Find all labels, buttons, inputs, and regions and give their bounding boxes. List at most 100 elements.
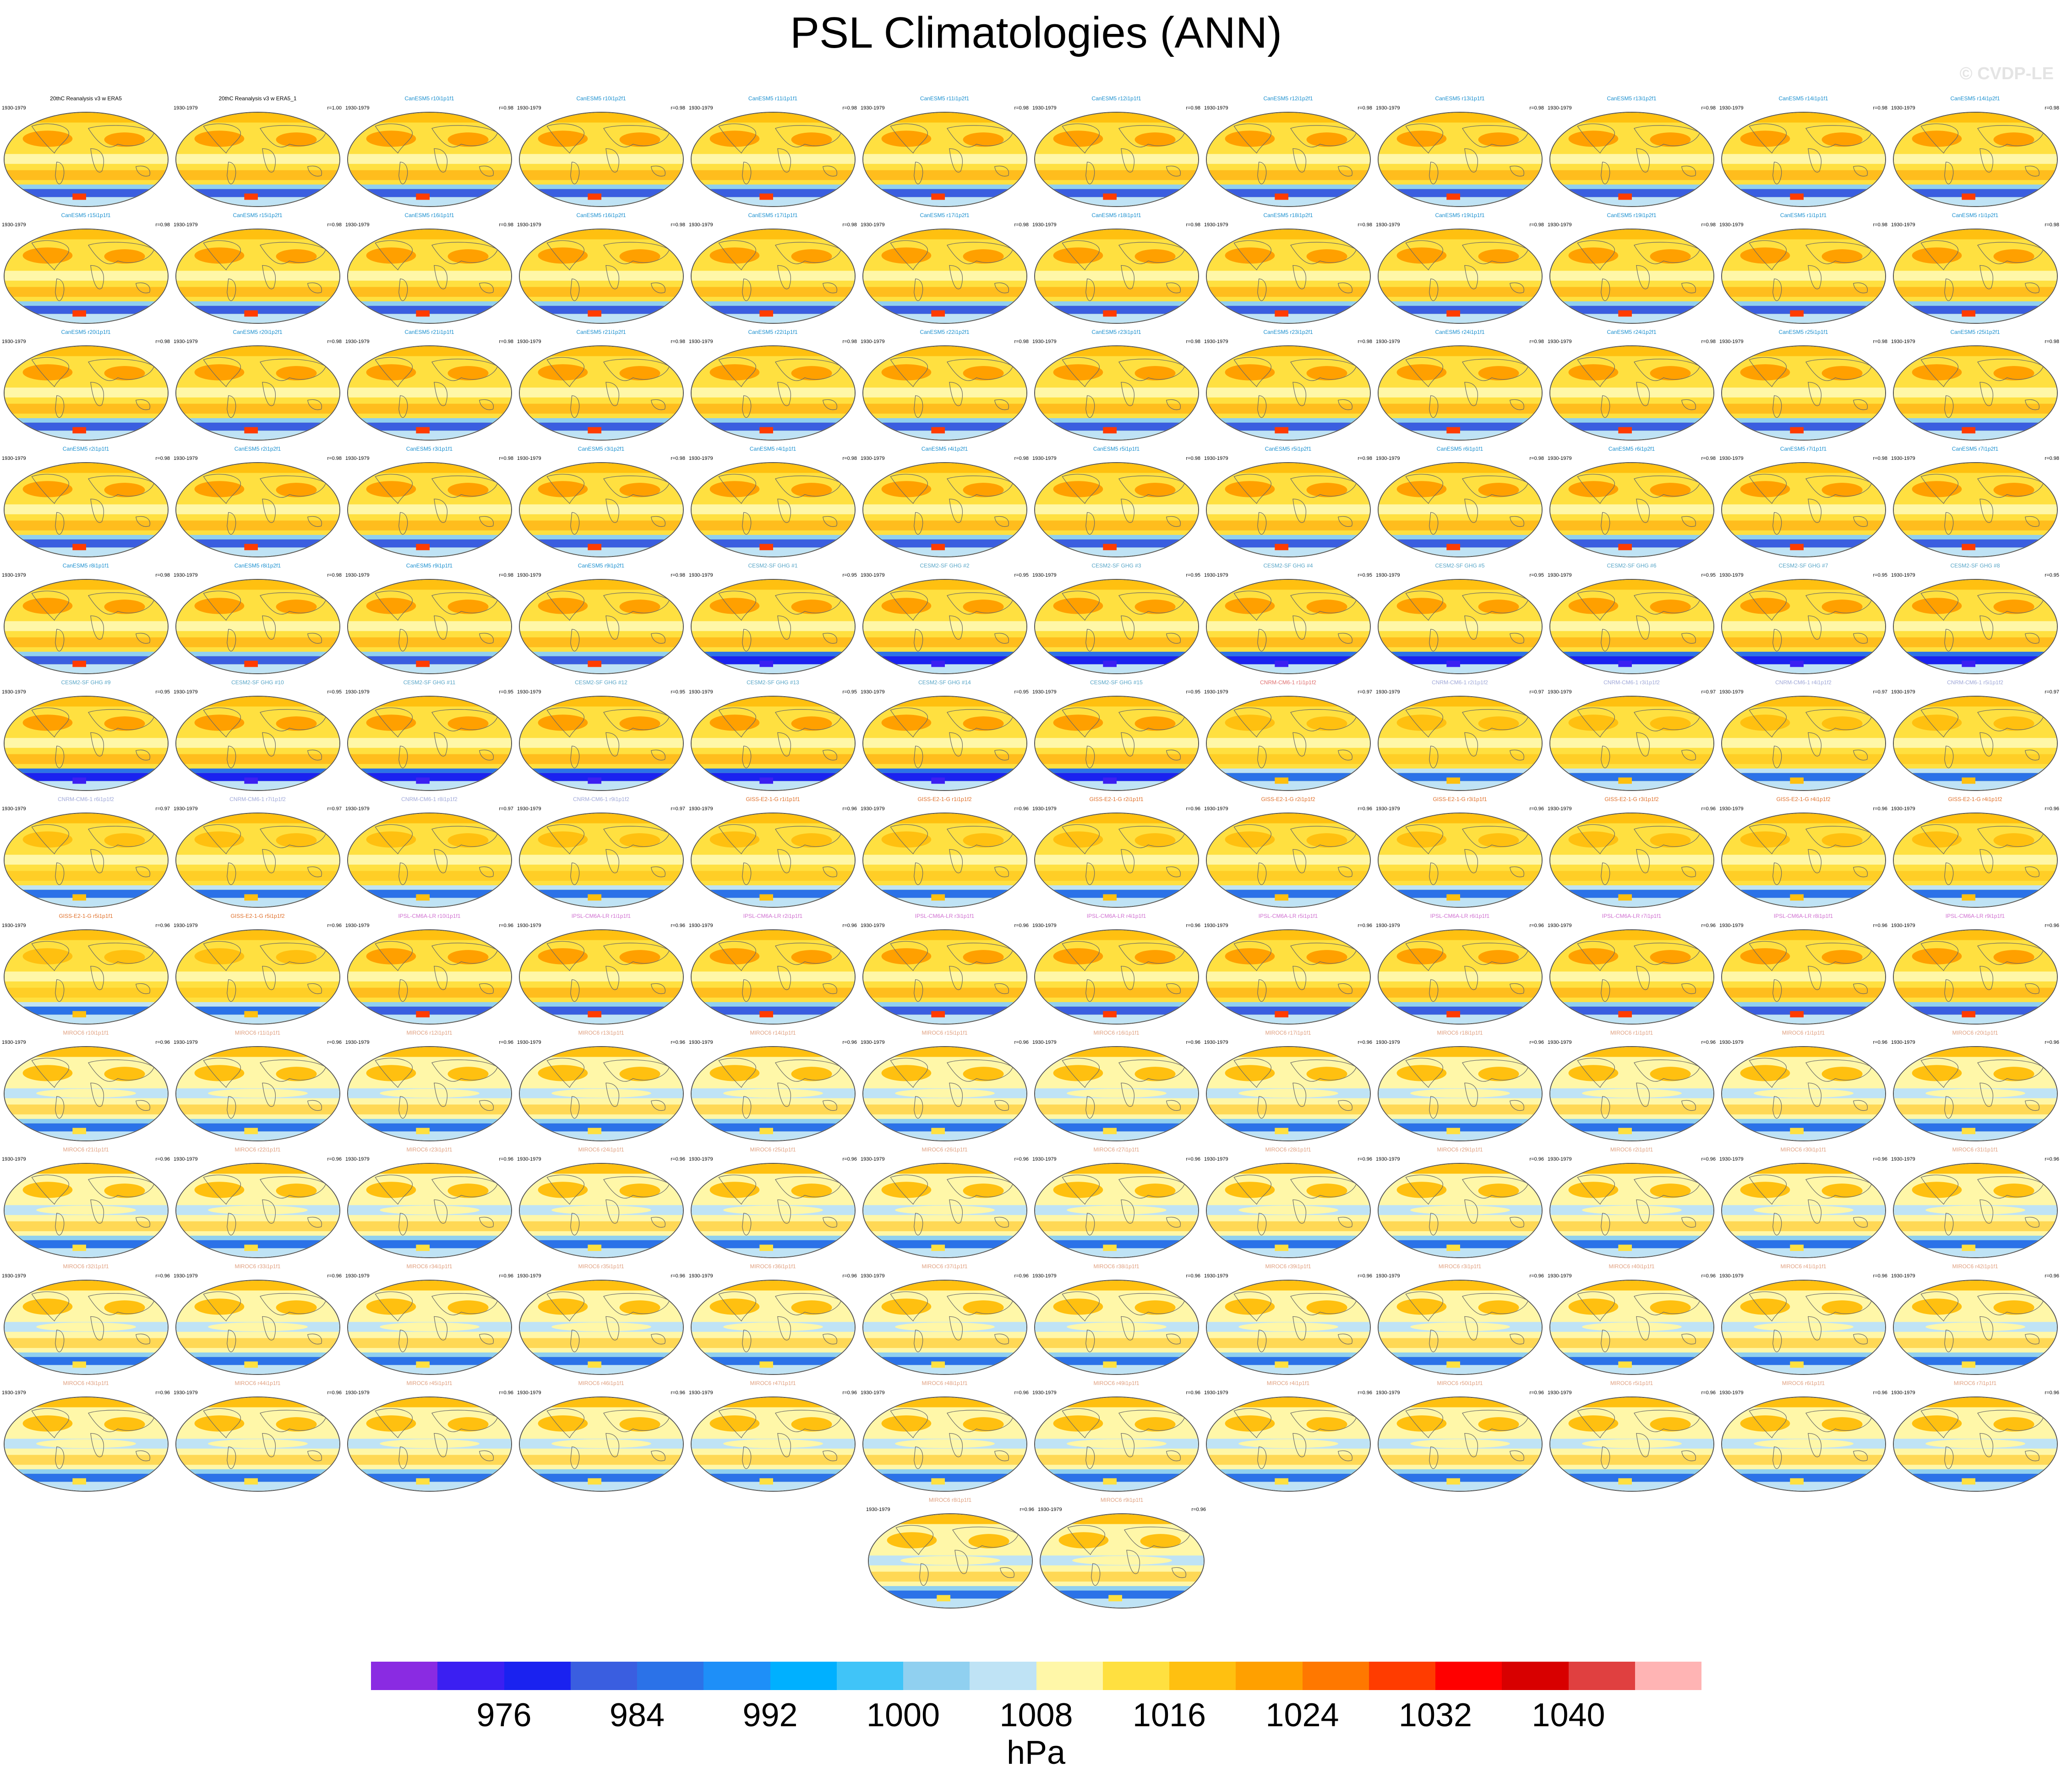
psl-map	[1894, 1397, 2057, 1491]
panel-correlation: r=0.98	[671, 456, 686, 461]
panel-period: 1930-1979	[1032, 923, 1057, 928]
panel-header: CanESM5 r23i1p1f1 1930-1979 r=0.98	[1031, 325, 1202, 344]
panel-period: 1930-1979	[1891, 806, 1915, 812]
panel-title: CESM2-SF GHG #15	[1090, 679, 1143, 686]
panel-period: 1930-1979	[861, 1040, 885, 1045]
panel-title: IPSL-CM6A-LR r5i1p1f1	[1258, 913, 1318, 919]
panel-correlation: r=0.95	[1014, 573, 1029, 578]
map-panel: CESM2-SF GHG #2 1930-1979 r=0.95	[859, 559, 1031, 676]
panel-title: MIROC6 r1i1p1f1	[1782, 1030, 1825, 1036]
map-panel: CESM2-SF GHG #11 1930-1979 r=0.95	[344, 676, 515, 793]
psl-map	[176, 930, 339, 1024]
panel-title: MIROC6 r6i1p1f1	[1782, 1380, 1825, 1386]
panel-period: 1930-1979	[689, 1273, 713, 1279]
psl-map	[1379, 463, 1542, 556]
psl-map	[520, 1397, 683, 1491]
panel-map	[347, 813, 512, 908]
psl-map	[1722, 697, 1885, 790]
panel-map	[4, 345, 169, 441]
panel-title: MIROC6 r24i1p1f1	[578, 1146, 624, 1153]
panel-map	[4, 229, 169, 324]
panel-correlation: r=0.96	[1186, 806, 1201, 812]
panel-correlation: r=0.96	[1358, 1040, 1373, 1045]
panel-period: 1930-1979	[861, 1156, 885, 1162]
panel-period: 1930-1979	[1204, 339, 1228, 344]
panel-period: 1930-1979	[517, 1040, 541, 1045]
psl-map	[692, 113, 855, 206]
colorbar-tick-label: 1024	[1265, 1697, 1339, 1734]
psl-map	[1207, 1164, 1370, 1257]
colorbar-box	[1102, 1662, 1169, 1690]
psl-map	[1894, 813, 2057, 907]
panel-period: 1930-1979	[1032, 339, 1057, 344]
panel-map	[1893, 1280, 2058, 1375]
panel-period: 1930-1979	[345, 1390, 370, 1396]
panel-correlation: r=0.98	[499, 573, 514, 578]
panel-period: 1930-1979	[2, 222, 26, 228]
psl-map	[1379, 930, 1542, 1024]
colorbar-tick-label: 1040	[1532, 1697, 1605, 1734]
psl-map	[176, 1047, 339, 1140]
panel-title: GISS-E2-1-G r4i1p1f2	[1948, 796, 2002, 802]
psl-map	[1379, 113, 1542, 206]
panel-header: MIROC6 r1i1p1f1 1930-1979 r=0.96	[1718, 1026, 1889, 1045]
panel-header: MIROC6 r37i1p1f1 1930-1979 r=0.96	[859, 1260, 1031, 1279]
panel-header: MIROC6 r20i1p1f1 1930-1979 r=0.96	[1889, 1026, 2061, 1045]
panel-map	[1893, 696, 2058, 791]
panel-header: CanESM5 r8i1p1f1 1930-1979 r=0.98	[0, 559, 172, 578]
panel-title: CanESM5 r11i1p2f1	[920, 95, 970, 102]
panel-period: 1930-1979	[517, 1273, 541, 1279]
panel-header: MIROC6 r9i1p1f1 1930-1979 r=0.96	[1036, 1493, 1208, 1512]
panel-header: MIROC6 r33i1p1f1 1930-1979 r=0.96	[172, 1260, 344, 1279]
panel-period: 1930-1979	[174, 456, 198, 461]
map-panel: MIROC6 r9i1p1f1 1930-1979 r=0.96	[1036, 1493, 1208, 1610]
map-panel: CanESM5 r3i1p2f1 1930-1979 r=0.98	[515, 442, 687, 559]
map-panel: CanESM5 r14i1p2f1 1930-1979 r=0.98	[1889, 92, 2061, 209]
panel-correlation: r=0.98	[1701, 456, 1716, 461]
panel-correlation: r=0.95	[1701, 573, 1716, 578]
map-panel: CESM2-SF GHG #1 1930-1979 r=0.95	[687, 559, 859, 676]
panel-period: 1930-1979	[1032, 105, 1057, 111]
panel-map	[347, 1163, 512, 1258]
panel-title: CanESM5 r1i1p2f1	[1952, 212, 1999, 218]
panel-title: MIROC6 r25i1p1f1	[750, 1146, 796, 1153]
panel-header: GISS-E2-1-G r1i1p1f2 1930-1979 r=0.96	[859, 792, 1031, 812]
panel-header: CanESM5 r11i1p1f1 1930-1979 r=0.98	[687, 92, 859, 111]
psl-map	[520, 580, 683, 673]
psl-map	[863, 580, 1026, 673]
panel-header: CESM2-SF GHG #4 1930-1979 r=0.95	[1202, 559, 1374, 578]
psl-map	[348, 346, 511, 440]
colorbar-tick-label: 1000	[866, 1697, 940, 1734]
panel-correlation: r=0.98	[327, 222, 342, 228]
panel-correlation: r=0.96	[1186, 1390, 1201, 1396]
panel-title: CanESM5 r16i1p1f1	[404, 212, 454, 218]
panel-title: GISS-E2-1-G r2i1p1f1	[1089, 796, 1144, 802]
panel-correlation: r=0.98	[155, 456, 170, 461]
panel-header: MIROC6 r6i1p1f1 1930-1979 r=0.96	[1718, 1376, 1889, 1396]
panel-map	[691, 1396, 856, 1492]
map-panel: MIROC6 r6i1p1f1 1930-1979 r=0.96	[1718, 1376, 1889, 1494]
panel-title: MIROC6 r7i1p1f1	[1953, 1380, 1997, 1386]
map-panel: MIROC6 r48i1p1f1 1930-1979 r=0.96	[859, 1376, 1031, 1494]
panel-map	[175, 345, 340, 441]
map-panel: MIROC6 r38i1p1f1 1930-1979 r=0.96	[1031, 1260, 1202, 1377]
panel-map	[1893, 813, 2058, 908]
panel-correlation: r=0.96	[842, 1273, 857, 1279]
psl-map	[176, 1281, 339, 1374]
panel-period: 1930-1979	[345, 1273, 370, 1279]
map-panel: MIROC6 r41i1p1f1 1930-1979 r=0.96	[1718, 1260, 1889, 1377]
map-panel: CanESM5 r8i1p2f1 1930-1979 r=0.98	[172, 559, 344, 676]
map-panel: MIROC6 r16i1p1f1 1930-1979 r=0.96	[1031, 1026, 1202, 1143]
map-panel: CNRM-CM6-1 r2i1p1f2 1930-1979 r=0.97	[1374, 676, 1546, 793]
panel-header: MIROC6 r39i1p1f1 1930-1979 r=0.96	[1202, 1260, 1374, 1279]
panel-correlation: r=0.95	[1529, 573, 1544, 578]
panel-title: MIROC6 r15i1p1f1	[921, 1030, 968, 1036]
panel-period: 1930-1979	[1032, 222, 1057, 228]
panel-map	[1206, 929, 1371, 1025]
panel-header: MIROC6 r32i1p1f1 1930-1979 r=0.96	[0, 1260, 172, 1279]
colorbar-box	[437, 1662, 504, 1690]
map-panel: CNRM-CM6-1 r9i1p1f2 1930-1979 r=0.97	[515, 792, 687, 910]
panel-title: CanESM5 r6i1p1f1	[1436, 446, 1483, 452]
psl-map	[1041, 1514, 1204, 1608]
panel-period: 1930-1979	[345, 105, 370, 111]
